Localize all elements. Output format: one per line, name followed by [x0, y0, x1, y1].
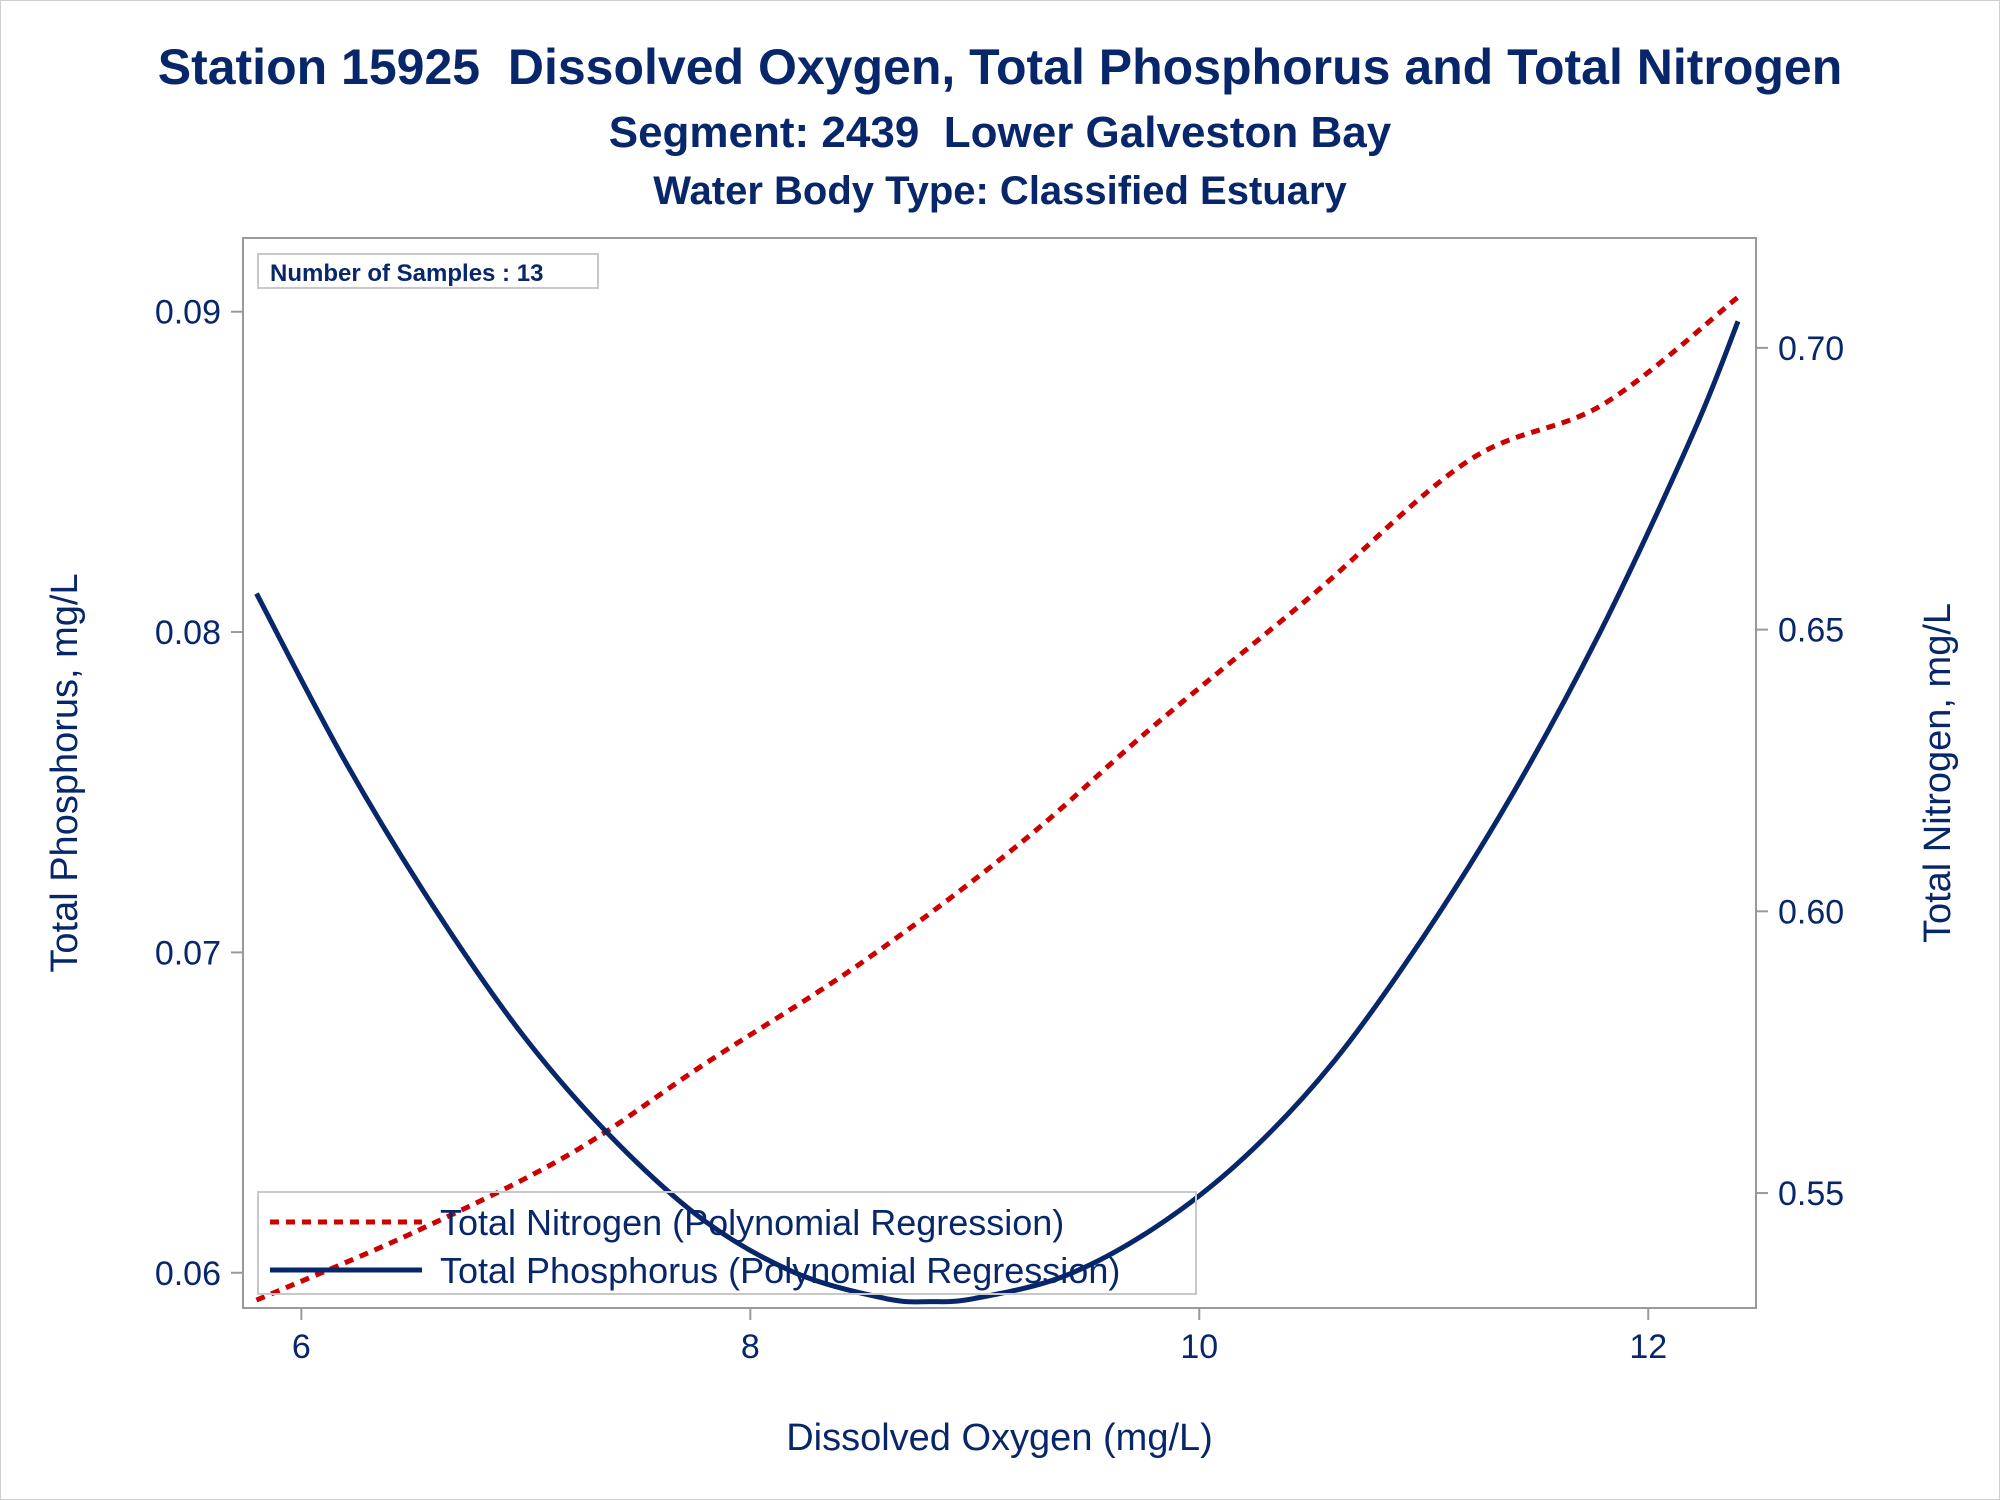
chart-subtitle-segment: Segment: 2439 Lower Galveston Bay [608, 108, 1392, 157]
y-axis-label-right: Total Nitrogen, mg/L [1917, 603, 1959, 943]
legend-label-nitrogen: Total Nitrogen (Polynomial Regression) [440, 1202, 1064, 1243]
x-tick-label: 10 [1180, 1328, 1218, 1366]
series-line-nitrogen [255, 295, 1740, 1303]
y-tick-label-left: 0.07 [155, 934, 221, 972]
y-tick-label-right: 0.70 [1778, 330, 1844, 368]
samples-inset-box [257, 253, 599, 289]
series-line-phosphorus [254, 320, 1741, 1305]
y-tick-label-right: 0.65 [1778, 612, 1844, 650]
chart-subtitle-waterbody: Water Body Type: Classified Estuary [653, 169, 1347, 213]
x-tick-label: 6 [292, 1328, 311, 1366]
samples-count-label: Number of Samples : 13 [270, 260, 543, 287]
legend-box [257, 1191, 1197, 1295]
x-axis: 6 8 10 12 [292, 1308, 1667, 1366]
series-layer [254, 295, 1741, 1305]
y-tick-label-left: 0.08 [155, 614, 221, 652]
y-tick-label-right: 0.55 [1778, 1175, 1844, 1213]
x-tick-label: 8 [741, 1328, 760, 1366]
x-axis-label: Dissolved Oxygen (mg/L) [786, 1417, 1213, 1459]
y-tick-label-left: 0.09 [155, 294, 221, 332]
y-axis-label-left: Total Phosphorus, mg/L [44, 573, 86, 972]
y-tick-label-left: 0.06 [155, 1255, 221, 1293]
y-axis-right: 0.55 0.60 0.65 0.70 [1756, 330, 1844, 1213]
y-axis-left: 0.06 0.07 0.08 0.09 [155, 294, 243, 1293]
chart-title: Station 15925 Dissolved Oxygen, Total Ph… [157, 39, 1843, 95]
legend: Total Nitrogen (Polynomial Regression) T… [257, 1191, 1197, 1295]
legend-label-phosphorus: Total Phosphorus (Polynomial Regression) [440, 1250, 1120, 1291]
y-tick-label-right: 0.60 [1778, 893, 1844, 931]
plot-frame [242, 237, 1757, 1309]
x-tick-label: 12 [1629, 1328, 1667, 1366]
samples-inset: Number of Samples : 13 [257, 253, 599, 289]
